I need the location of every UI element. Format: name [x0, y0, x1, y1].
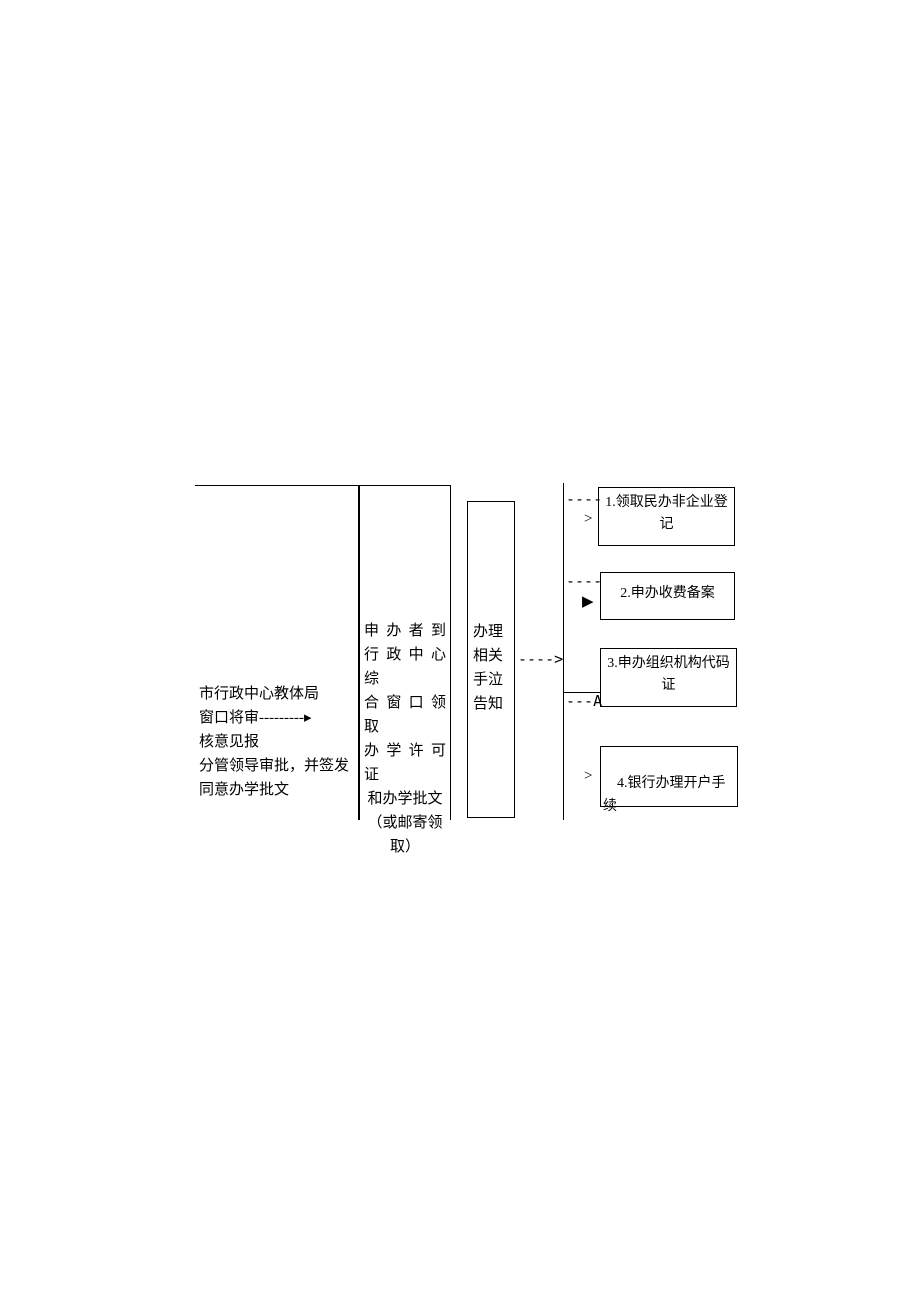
node-box-2: 申 办 者 到 行 政 中 心 综 合 窗 口 领 取 办 学 许 可 证 和办… [359, 485, 451, 820]
box1-line-3: 分管领导审批，并签发 [199, 754, 358, 778]
box3-line-2: 手泣 [473, 668, 509, 692]
arrow-out1-dash: ---- [566, 490, 602, 508]
box2-line-3: 办 学 许 可 证 [364, 739, 446, 787]
box3-line-0: 办理 [473, 620, 509, 644]
arrow-out2-dash: ---- [566, 572, 602, 590]
out3-label: 3.申办组织机构代码证 [607, 656, 730, 693]
box1-line-4: 同意办学批文 [199, 778, 358, 802]
arrow-out4-head: > [584, 768, 592, 785]
arrow-out2-head: ▶ [582, 592, 594, 611]
box2-line-0: 申 办 者 到 [364, 619, 446, 643]
split-vline [563, 483, 564, 820]
node-out-2: 2.申办收费备案 [600, 572, 735, 620]
box2-line-1: 行 政 中 心 综 [364, 643, 446, 691]
node-box-1: 市行政中心教体局 窗口将审---------▸ 核意见报 分管领导审批，并签发 … [195, 485, 359, 820]
box3-line-3: 告知 [473, 692, 509, 716]
box1-line-2: 核意见报 [199, 730, 358, 754]
arrow-mid: ----> [518, 650, 563, 668]
node-out-3: 3.申办组织机构代码证 [600, 648, 737, 707]
box2-line-4: 和办学批文 [364, 787, 446, 811]
node-box-3: 办理 相关 手泣 告知 [467, 501, 515, 818]
box2-line-6: 取） [364, 835, 446, 859]
box3-line-1: 相关 [473, 644, 509, 668]
node-out-1: 1.领取民办非企业登记 [598, 487, 735, 546]
arrow-out3-dash: ---A [566, 692, 602, 710]
out2-label: 2.申办收费备案 [620, 586, 715, 601]
box1-inline-arrow: ---------▸ [259, 710, 312, 726]
box2-line-5: （或邮寄领 [364, 811, 446, 835]
box1-text: 市行政中心教体局 窗口将审---------▸ 核意见报 分管领导审批，并签发 … [195, 682, 358, 802]
box1-line-1-wrap: 窗口将审---------▸ [199, 706, 358, 730]
box2-line-2: 合 窗 口 领 取 [364, 691, 446, 739]
out1-label: 1.领取民办非企业登记 [605, 495, 728, 532]
box1-line-1: 窗口将审 [199, 710, 259, 726]
arrow-out1-head: > [584, 511, 592, 528]
node-out-4: 4.银行办理开户手续 [600, 746, 738, 807]
out4-label: 4.银行办理开户手续 [603, 773, 735, 818]
box1-line-0: 市行政中心教体局 [199, 682, 358, 706]
